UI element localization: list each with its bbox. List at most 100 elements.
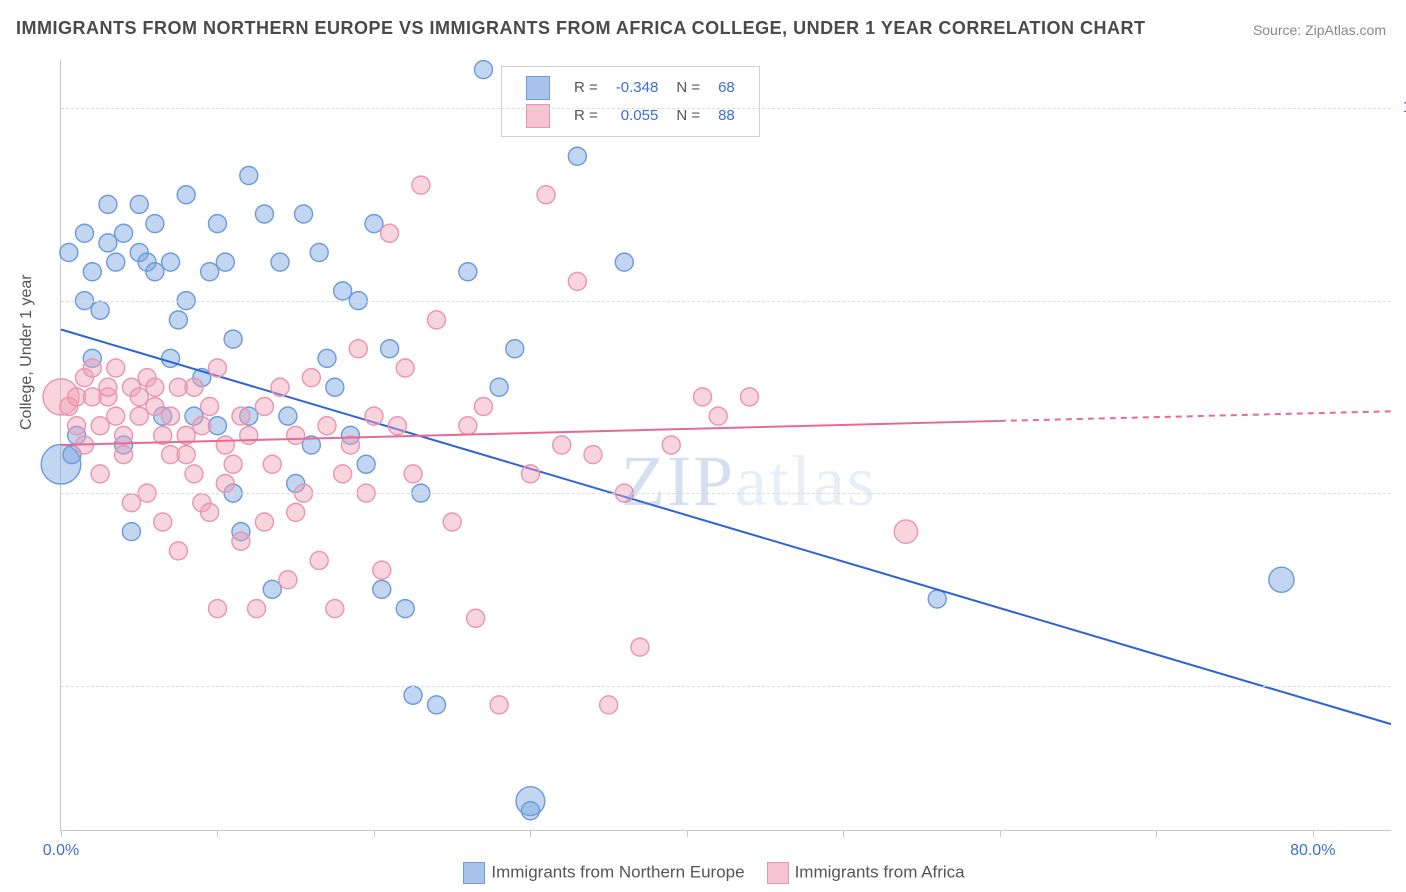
y-axis-label: College, Under 1 year <box>18 274 36 430</box>
data-point <box>240 167 258 185</box>
x-tick-label: 0.0% <box>43 842 79 860</box>
data-point <box>490 696 508 714</box>
data-point <box>474 398 492 416</box>
x-tick <box>843 830 844 837</box>
data-point <box>310 552 328 570</box>
data-point <box>208 215 226 233</box>
legend-row: R =0.055N =88 <box>518 103 743 129</box>
data-point <box>334 282 352 300</box>
data-point <box>365 215 383 233</box>
gridline-h <box>61 493 1391 494</box>
data-point <box>177 186 195 204</box>
trend-line-dashed <box>1000 411 1391 421</box>
data-point <box>287 426 305 444</box>
data-point <box>310 244 328 262</box>
data-point <box>255 398 273 416</box>
x-tick <box>1000 830 1001 837</box>
data-point <box>154 513 172 531</box>
data-point <box>388 417 406 435</box>
data-point <box>185 465 203 483</box>
data-point <box>318 349 336 367</box>
data-point <box>201 503 219 521</box>
data-point <box>740 388 758 406</box>
data-point <box>381 340 399 358</box>
data-point <box>146 215 164 233</box>
data-point <box>99 195 117 213</box>
data-point <box>232 532 250 550</box>
data-point <box>553 436 571 454</box>
data-point <box>193 417 211 435</box>
data-point <box>130 407 148 425</box>
data-point <box>271 378 289 396</box>
data-point <box>662 436 680 454</box>
data-point <box>122 523 140 541</box>
data-point <box>894 520 917 543</box>
data-point <box>224 330 242 348</box>
data-point <box>146 263 164 281</box>
data-point <box>404 465 422 483</box>
x-tick <box>61 830 62 837</box>
data-point <box>130 195 148 213</box>
data-point <box>216 436 234 454</box>
data-point <box>122 494 140 512</box>
data-point <box>537 186 555 204</box>
data-point <box>334 465 352 483</box>
x-tick <box>374 830 375 837</box>
data-point <box>396 600 414 618</box>
data-point <box>201 263 219 281</box>
data-point <box>99 234 117 252</box>
data-point <box>107 253 125 271</box>
data-point <box>326 378 344 396</box>
data-point <box>1269 567 1294 592</box>
legend-series-label: Immigrants from Africa <box>795 862 965 881</box>
data-point <box>373 561 391 579</box>
data-point <box>60 244 78 262</box>
data-point <box>490 378 508 396</box>
scatter-svg <box>61 60 1391 830</box>
x-tick-label: 80.0% <box>1290 842 1335 860</box>
x-tick <box>687 830 688 837</box>
data-point <box>287 503 305 521</box>
data-point <box>216 253 234 271</box>
gridline-h <box>61 301 1391 302</box>
data-point <box>216 475 234 493</box>
data-point <box>91 301 109 319</box>
data-point <box>68 417 86 435</box>
data-point <box>130 388 148 406</box>
data-point <box>709 407 727 425</box>
data-point <box>357 455 375 473</box>
data-point <box>169 311 187 329</box>
data-point <box>584 446 602 464</box>
chart-plot-area: ZIPatlas R =-0.348N =68R =0.055N =88 40.… <box>60 60 1391 831</box>
data-point <box>169 542 187 560</box>
data-point <box>631 638 649 656</box>
data-point <box>443 513 461 531</box>
data-point <box>162 253 180 271</box>
data-point <box>83 359 101 377</box>
series-legend: Immigrants from Northern Europe Immigrant… <box>0 862 1406 884</box>
data-point <box>521 802 539 820</box>
data-point <box>201 398 219 416</box>
data-point <box>83 263 101 281</box>
data-point <box>404 686 422 704</box>
data-point <box>506 340 524 358</box>
gridline-h <box>61 686 1391 687</box>
data-point <box>428 696 446 714</box>
data-point <box>600 696 618 714</box>
data-point <box>107 359 125 377</box>
x-tick <box>530 830 531 837</box>
legend-series-label: Immigrants from Northern Europe <box>491 862 744 881</box>
data-point <box>694 388 712 406</box>
data-point <box>146 378 164 396</box>
data-point <box>271 253 289 271</box>
data-point <box>467 609 485 627</box>
data-point <box>568 147 586 165</box>
data-point <box>568 272 586 290</box>
x-tick <box>217 830 218 837</box>
data-point <box>318 417 336 435</box>
data-point <box>381 224 399 242</box>
data-point <box>224 455 242 473</box>
data-point <box>396 359 414 377</box>
data-point <box>459 417 477 435</box>
data-point <box>428 311 446 329</box>
